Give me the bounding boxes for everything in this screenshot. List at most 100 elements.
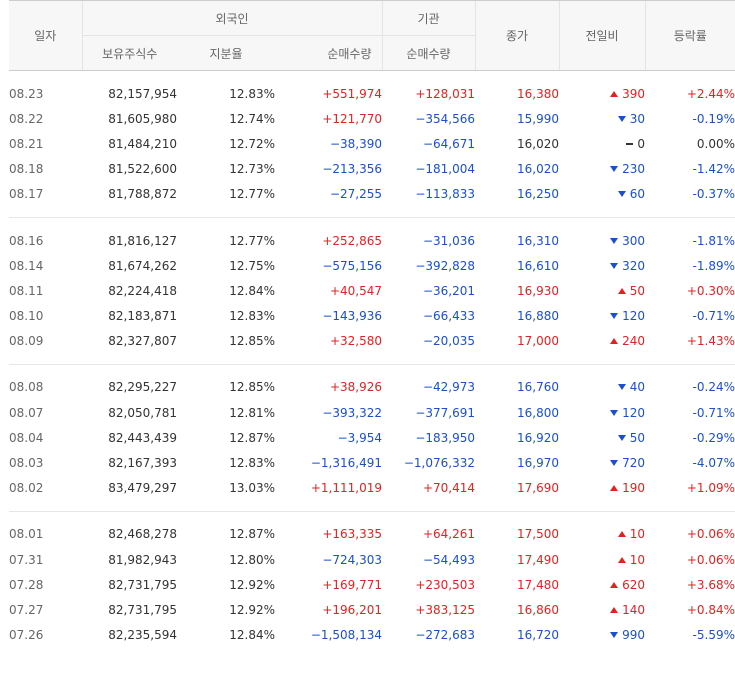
holdings-cell-value: 82,050,781 bbox=[108, 405, 177, 420]
holdings-cell-value: 82,443,439 bbox=[108, 430, 177, 445]
rate-cell-value: -0.29% bbox=[692, 430, 735, 445]
foreign-net-cell-value: +38,926 bbox=[329, 380, 382, 395]
share-ratio-cell-value: 12.92% bbox=[229, 577, 275, 592]
holdings-cell: 82,327,807 bbox=[82, 329, 177, 365]
holdings-cell-value: 82,183,871 bbox=[108, 309, 177, 324]
foreign-net-cell: −575,156 bbox=[275, 253, 382, 278]
table-row: 07.27 82,731,795 12.92% +196,201 +383,125 16,… bbox=[9, 597, 735, 622]
rate-cell: +0.06% bbox=[645, 547, 735, 572]
change-cell-value: 10 bbox=[629, 527, 645, 542]
close-cell-value: 16,020 bbox=[517, 136, 559, 151]
date-cell: 08.08 bbox=[9, 363, 82, 401]
holdings-cell-value: 81,674,262 bbox=[108, 258, 177, 273]
change-cell: 300 bbox=[559, 216, 645, 254]
foreign-net-cell-value: −1,508,134 bbox=[310, 628, 382, 643]
share-ratio-cell-value: 12.87% bbox=[229, 430, 275, 445]
rate-cell: -0.19% bbox=[645, 106, 735, 131]
table-row: 08.14 81,674,262 12.75% −575,156 −392,828 16,… bbox=[9, 253, 735, 278]
close-cell: 17,480 bbox=[475, 572, 559, 597]
foreign-net-cell: −38,390 bbox=[275, 131, 382, 156]
close-cell: 16,860 bbox=[475, 597, 559, 622]
foreign-net-cell-value: +163,335 bbox=[322, 527, 382, 542]
inst-net-cell: +383,125 bbox=[382, 597, 475, 622]
inst-net-cell: −354,566 bbox=[382, 106, 475, 131]
change-cell: 140 bbox=[559, 597, 645, 622]
header-close: 종가 bbox=[474, 0, 559, 71]
date-cell: 08.02 bbox=[9, 476, 82, 512]
change-cell-value: 50 bbox=[629, 283, 645, 298]
close-cell-value: 15,990 bbox=[517, 111, 559, 126]
rate-cell: -1.42% bbox=[645, 157, 735, 182]
holdings-cell: 81,605,980 bbox=[82, 106, 177, 131]
date-cell-value: 08.01 bbox=[9, 527, 44, 542]
close-cell: 15,990 bbox=[475, 106, 559, 131]
date-cell: 08.04 bbox=[9, 425, 82, 450]
share-ratio-cell-value: 12.84% bbox=[229, 628, 275, 643]
inst-net-cell: +70,414 bbox=[382, 476, 475, 512]
triangle-up-icon bbox=[610, 581, 619, 588]
share-ratio-cell-value: 13.03% bbox=[229, 481, 275, 496]
foreign-net-cell-value: −213,356 bbox=[322, 162, 382, 177]
holdings-cell: 81,484,210 bbox=[82, 131, 177, 156]
share-ratio-cell-value: 12.80% bbox=[229, 552, 275, 567]
triangle-down-icon bbox=[610, 237, 619, 244]
rate-cell-value: +0.06% bbox=[686, 552, 735, 567]
change-cell: 50 bbox=[559, 425, 645, 450]
date-cell: 07.28 bbox=[9, 572, 82, 597]
rate-cell-value: +1.09% bbox=[686, 481, 735, 496]
holdings-cell-value: 82,235,594 bbox=[108, 628, 177, 643]
row-group: 08.08 82,295,227 12.85% +38,926 −42,973 16,76… bbox=[9, 363, 735, 512]
row-group: 08.01 82,468,278 12.87% +163,335 +64,261 17,5… bbox=[9, 510, 735, 658]
rate-cell-value: +0.30% bbox=[686, 283, 735, 298]
rate-cell: -4.07% bbox=[645, 450, 735, 475]
change-cell-value: 10 bbox=[629, 552, 645, 567]
share-ratio-cell: 12.92% bbox=[177, 597, 275, 622]
table-row: 07.31 81,982,943 12.80% −724,303 −54,493 17,4… bbox=[9, 547, 735, 572]
rate-cell: +0.06% bbox=[645, 510, 735, 547]
date-cell-value: 07.28 bbox=[9, 577, 44, 592]
foreign-net-cell-value: −1,316,491 bbox=[310, 456, 382, 471]
header-date: 일자 bbox=[9, 0, 82, 71]
inst-net-cell: +230,503 bbox=[382, 572, 475, 597]
inst-net-cell-value: −183,950 bbox=[415, 430, 475, 445]
holdings-cell-value: 82,157,954 bbox=[108, 86, 177, 101]
triangle-down-icon bbox=[610, 632, 619, 639]
rate-cell-value: -1.81% bbox=[692, 233, 735, 248]
foreign-net-cell: +121,770 bbox=[275, 106, 382, 131]
close-cell-value: 16,970 bbox=[517, 456, 559, 471]
share-ratio-cell-value: 12.74% bbox=[229, 111, 275, 126]
date-cell: 08.21 bbox=[9, 131, 82, 156]
change-cell-value: 990 bbox=[622, 628, 645, 643]
change-cell: 50 bbox=[559, 278, 645, 303]
holdings-cell: 82,731,795 bbox=[82, 597, 177, 622]
foreign-net-cell-value: −38,390 bbox=[329, 136, 382, 151]
foreign-net-cell-value: +196,201 bbox=[322, 602, 382, 617]
change-cell-value: 390 bbox=[622, 86, 645, 101]
share-ratio-cell-value: 12.83% bbox=[229, 86, 275, 101]
header-holdings: 보유주식수 bbox=[81, 35, 177, 71]
holdings-cell-value: 81,982,943 bbox=[108, 552, 177, 567]
holdings-cell-value: 81,605,980 bbox=[108, 111, 177, 126]
rate-cell: +1.43% bbox=[645, 329, 735, 365]
foreign-net-cell: +40,547 bbox=[275, 278, 382, 303]
date-cell: 08.14 bbox=[9, 253, 82, 278]
close-cell-value: 16,880 bbox=[517, 309, 559, 324]
close-cell: 16,970 bbox=[475, 450, 559, 475]
triangle-up-icon bbox=[610, 606, 619, 613]
triangle-down-icon bbox=[610, 262, 619, 269]
date-cell-value: 08.21 bbox=[9, 136, 44, 151]
share-ratio-cell: 12.84% bbox=[177, 623, 275, 658]
close-cell: 16,020 bbox=[475, 157, 559, 182]
close-cell: 16,250 bbox=[475, 182, 559, 218]
change-cell: 10 bbox=[559, 547, 645, 572]
change-cell-value: 30 bbox=[629, 111, 645, 126]
date-cell: 08.07 bbox=[9, 400, 82, 425]
share-ratio-cell: 12.72% bbox=[177, 131, 275, 156]
table-row: 08.22 81,605,980 12.74% +121,770 −354,566 15,… bbox=[9, 106, 735, 131]
table-row: 08.18 81,522,600 12.73% −213,356 −181,004 16,… bbox=[9, 157, 735, 182]
share-ratio-cell-value: 12.83% bbox=[229, 309, 275, 324]
date-cell: 08.01 bbox=[9, 510, 82, 547]
inst-net-cell: −42,973 bbox=[382, 363, 475, 401]
holdings-cell: 82,183,871 bbox=[82, 304, 177, 329]
header-foreign: 외국인 bbox=[81, 0, 382, 36]
